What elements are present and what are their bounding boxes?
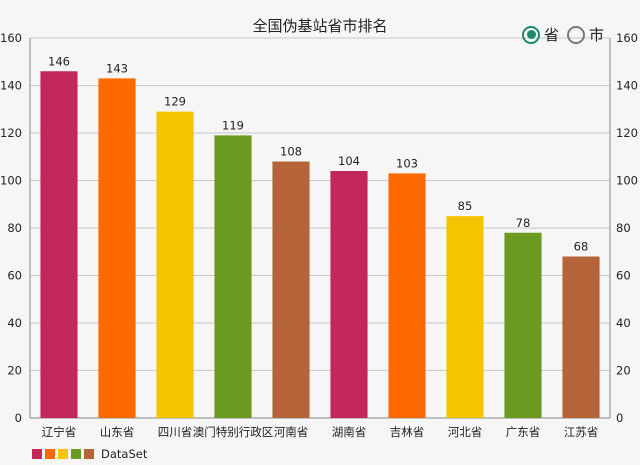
bar-value-label: 108 [280,145,302,159]
legend-swatch [84,449,94,459]
y-tick-label-right: 80 [616,221,631,235]
y-tick-label-left: 120 [0,126,22,140]
y-tick-label-right: 40 [616,316,631,330]
y-tick-label-right: 160 [616,31,638,45]
value-labels: 146 143 129 119 108 104 103 85 78 68 [48,54,588,253]
bar [40,71,78,418]
legend-swatch [71,449,81,459]
y-tick-label-right: 60 [616,269,631,283]
x-tick-label: 四川省 [158,425,193,439]
bar-value-label: 103 [396,156,418,170]
radio-province-label: 省 [544,26,560,44]
bar [446,216,484,418]
bar [562,256,600,418]
y-tick-label-left: 0 [15,411,22,425]
y-tick-label-right: 0 [616,411,623,425]
x-tick-label: 澳门特别行政区 [193,425,274,439]
bar-value-label: 119 [222,118,244,132]
x-tick-label: 河北省 [448,425,483,439]
y-tick-label-left: 40 [7,316,22,330]
legend-swatch [32,449,42,459]
y-tick-label-left: 140 [0,79,22,93]
y-tick-label-left: 80 [7,221,22,235]
bar [214,135,252,418]
radio-city-label: 市 [589,26,605,44]
radio-province[interactable]: 省 [522,24,559,45]
x-tick-label: 湖南省 [332,425,367,439]
legend-swatch [58,449,68,459]
chart-title: 全国伪基站省市排名 [252,17,387,35]
radio-city-circle [567,25,586,44]
y-tick-label-left: 100 [0,174,22,188]
y-tick-label-right: 120 [616,126,638,140]
x-tick-label: 广东省 [506,425,541,439]
y-tick-label-left: 160 [0,31,22,45]
radio-province-circle [522,25,540,44]
legend-swatch [45,449,55,459]
bar [272,161,310,418]
bar [388,173,426,418]
y-tick-label-left: 60 [7,269,22,283]
bar [156,111,194,418]
legend-label: DataSet [101,447,148,461]
axes: 0 0 20 20 40 40 60 60 80 80 100 100 120 120 140 140 160 1… [0,31,638,439]
province-city-toggle: 省 市 [522,24,612,45]
bar [330,171,368,418]
legend: DataSet [32,447,148,461]
bar-value-label: 68 [574,240,589,254]
x-tick-label: 河南省 [274,425,309,439]
radio-city[interactable]: 市 [567,24,604,45]
bar-value-label: 78 [516,216,531,230]
bars [40,71,600,418]
bar-value-label: 104 [338,154,360,168]
bar-value-label: 129 [164,95,186,109]
y-tick-label-right: 100 [616,174,638,188]
bar [504,232,542,418]
bar-value-label: 85 [458,199,473,213]
x-tick-label: 辽宁省 [42,425,77,439]
y-tick-label-right: 140 [616,79,638,93]
bar [98,78,136,418]
x-tick-label: 吉林省 [390,425,425,439]
x-tick-label: 山东省 [100,425,135,439]
y-tick-label-right: 20 [616,364,631,378]
bar-value-label: 146 [48,54,70,68]
x-tick-label: 江苏省 [564,425,599,439]
y-tick-label-left: 20 [7,364,22,378]
bar-value-label: 143 [106,61,128,75]
